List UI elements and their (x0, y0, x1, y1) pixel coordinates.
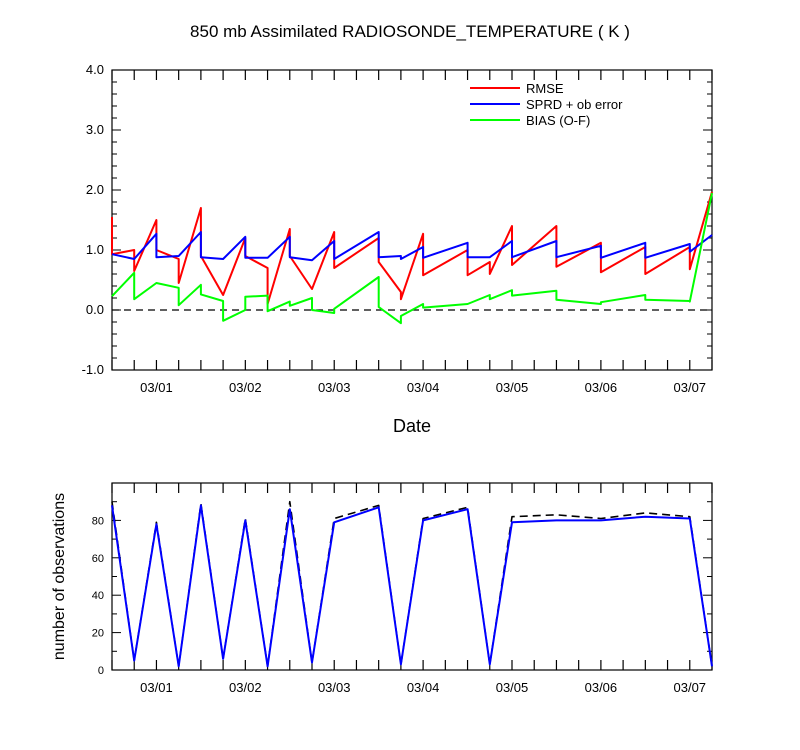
top-y-tick-label: 4.0 (86, 62, 104, 77)
bottom-x-tick-label: 03/05 (496, 680, 529, 695)
bottom-y-tick-label: 60 (92, 553, 104, 565)
top-x-tick-label: 03/02 (229, 380, 262, 395)
top-x-axis-label: Date (393, 416, 431, 436)
top-x-tick-label: 03/03 (318, 380, 351, 395)
top-y-tick-label: 0.0 (86, 302, 104, 317)
top-x-tick-label: 03/01 (140, 380, 173, 395)
bottom-series-assimilated-observations (111, 504, 713, 668)
top-series-sprd-ob-error (111, 231, 713, 262)
bottom-y-tick-label: 80 (92, 515, 104, 527)
top-y-tick-label: 2.0 (86, 182, 104, 197)
top-series-rmse (111, 191, 713, 305)
bottom-y-tick-label: 0 (98, 665, 104, 677)
bottom-series-possible-observations (111, 500, 713, 668)
top-x-tick-label: 03/05 (496, 380, 529, 395)
top-y-tick-label: 1.0 (86, 242, 104, 257)
top-x-tick-label: 03/04 (407, 380, 440, 395)
bottom-x-tick-label: 03/02 (229, 680, 262, 695)
bottom-y-tick-label: 40 (92, 590, 104, 602)
top-y-tick-label: 3.0 (86, 122, 104, 137)
chart-title: 850 mb Assimilated RADIOSONDE_TEMPERATUR… (190, 22, 630, 41)
legend-label: SPRD + ob error (526, 97, 623, 112)
top-plot-frame (111, 69, 713, 371)
top-y-tick-label: -1.0 (82, 362, 104, 377)
top-x-tick-label: 03/06 (585, 380, 618, 395)
bottom-y-tick-label: 20 (92, 628, 104, 640)
bottom-x-tick-label: 03/03 (318, 680, 351, 695)
bottom-y-axis-label: number of observations (51, 493, 68, 660)
top-x-tick-label: 03/07 (674, 380, 707, 395)
legend-label: RMSE (526, 81, 564, 96)
bottom-x-tick-label: 03/07 (674, 680, 707, 695)
top-panel: -1.0 0.0 1.0 2.0 3.0 4.0 03/01 03/02 03/03 03/04 0… (82, 62, 713, 436)
bottom-x-tick-label: 03/04 (407, 680, 440, 695)
bottom-x-tick-label: 03/01 (140, 680, 173, 695)
bottom-x-tick-label: 03/06 (585, 680, 618, 695)
top-series-bias-o-f- (111, 192, 713, 325)
legend-label: BIAS (O-F) (526, 113, 590, 128)
bottom-panel: 0 20 40 60 80 03/01 03/02 03/03 03/04 03/05 03/06 0… (51, 482, 713, 695)
